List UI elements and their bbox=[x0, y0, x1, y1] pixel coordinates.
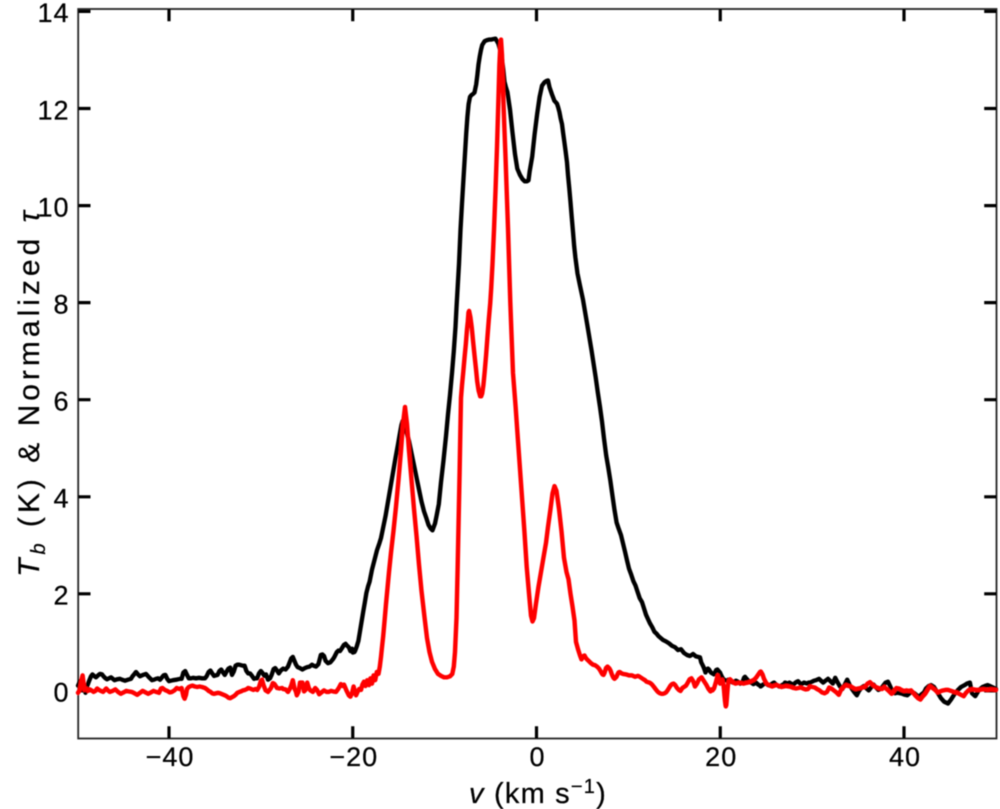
svg-text:14: 14 bbox=[37, 0, 69, 28]
svg-text:10: 10 bbox=[37, 192, 69, 222]
svg-text:2: 2 bbox=[53, 581, 69, 611]
svg-text:Tb (K) & Normalized τ: Tb (K) & Normalized τ bbox=[13, 207, 50, 577]
svg-text:−40: −40 bbox=[146, 742, 195, 772]
svg-text:40: 40 bbox=[889, 742, 921, 772]
svg-text:8: 8 bbox=[53, 289, 69, 319]
svg-text:12: 12 bbox=[37, 95, 69, 125]
svg-text:v (km s−1): v (km s−1) bbox=[469, 776, 607, 809]
svg-text:−20: −20 bbox=[329, 742, 378, 772]
svg-text:4: 4 bbox=[53, 484, 69, 514]
svg-text:0: 0 bbox=[53, 678, 69, 708]
svg-text:20: 20 bbox=[705, 742, 737, 772]
svg-text:6: 6 bbox=[53, 387, 69, 417]
svg-text:0: 0 bbox=[529, 742, 545, 772]
